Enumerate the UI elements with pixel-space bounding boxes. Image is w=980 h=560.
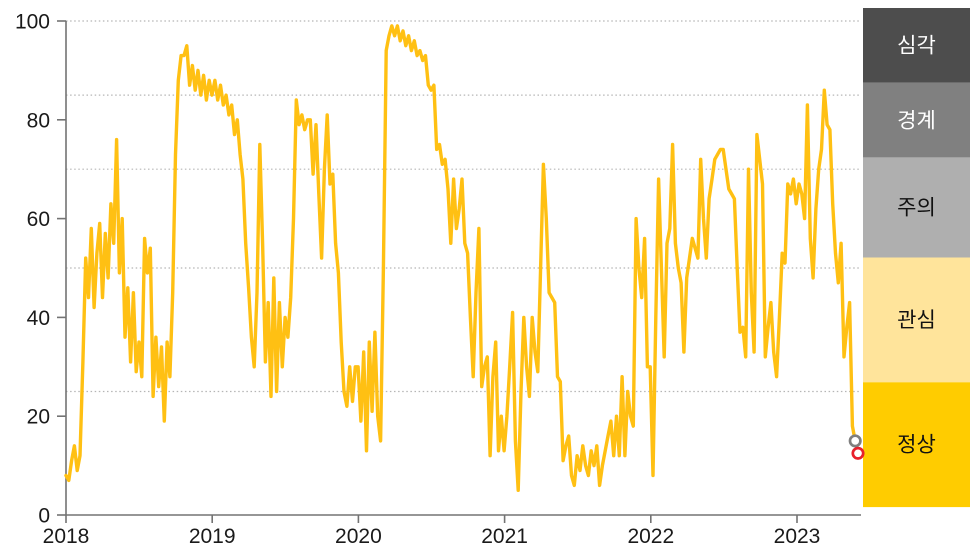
gridlines <box>66 20 861 393</box>
axes <box>65 21 861 516</box>
risk-band-3 <box>863 257 970 383</box>
y-tick-label-60: 60 <box>27 208 50 231</box>
x-tick-label-2020: 2020 <box>335 525 382 548</box>
end-markers <box>848 434 865 460</box>
x-tick-label-2022: 2022 <box>627 525 674 548</box>
risk-band-label-3: 관심 <box>897 309 936 332</box>
x-tick-label-2019: 2019 <box>189 525 236 548</box>
x-tick-label-2023: 2023 <box>774 525 821 548</box>
previous-value-marker <box>848 434 862 448</box>
index-line <box>64 24 860 492</box>
y-tick-label-20: 20 <box>27 406 50 429</box>
risk-band-0 <box>863 8 970 83</box>
y-axis-tick-labels: 0 20 40 60 80 100 <box>15 11 66 528</box>
risk-band-label-0: 심각 <box>897 34 936 57</box>
y-tick-label-80: 80 <box>27 109 50 132</box>
x-tick-label-2021: 2021 <box>481 525 528 548</box>
y-tick-label-0: 0 <box>38 505 50 528</box>
latest-value-marker <box>851 446 865 460</box>
risk-band-2 <box>863 157 970 258</box>
risk-band-label-1: 경계 <box>897 109 936 132</box>
series-line <box>64 24 860 492</box>
x-tick-label-2018: 2018 <box>43 525 90 548</box>
risk-band-1 <box>863 82 970 158</box>
risk-band-4 <box>863 382 970 508</box>
y-tick-label-100: 100 <box>15 11 50 34</box>
x-axis-tick-labels: 2018 2019 2020 2021 2022 2023 <box>43 515 821 548</box>
risk-band-label-4: 정상 <box>897 434 936 457</box>
y-tick-label-40: 40 <box>27 307 50 330</box>
risk-band-label-2: 주의 <box>897 197 936 220</box>
